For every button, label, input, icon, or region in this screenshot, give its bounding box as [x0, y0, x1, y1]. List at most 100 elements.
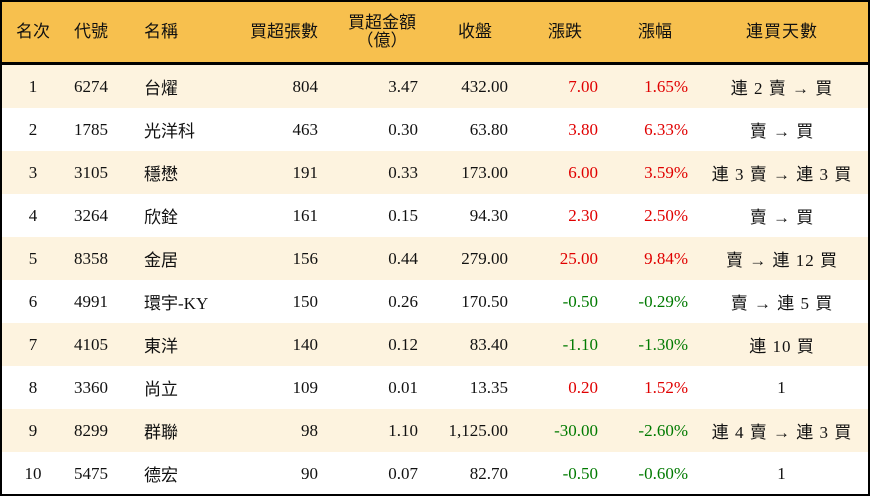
rank-cell: 3: [28, 162, 38, 182]
lots-cell: 109: [292, 377, 319, 397]
name-cell: 光洋科: [144, 122, 195, 141]
lots-cell: 140: [292, 334, 319, 354]
code-cell: 8299: [74, 420, 108, 440]
consecutive-days-cell: 連 4 賣 → 連 3 買: [711, 423, 853, 442]
amount-cell: 0.44: [388, 248, 418, 268]
change-pct-cell: -1.30%: [638, 334, 688, 354]
table-row: 6 4991 環宇-KY 150 0.26 170.50 -0.50 -0.29…: [2, 280, 868, 323]
code-cell: 8358: [74, 248, 108, 268]
change-cell: -1.10: [562, 334, 598, 354]
close-cell: 432.00: [461, 76, 508, 96]
change-pct-cell: 6.33%: [644, 119, 688, 139]
change-pct-cell: 1.65%: [644, 76, 688, 96]
name-cell: 穩懋: [144, 165, 178, 184]
header-change-pct: 漲幅: [638, 22, 672, 41]
rank-cell: 4: [28, 205, 38, 225]
header-net-buy-lots: 買超張數: [250, 22, 318, 41]
code-cell: 4991: [74, 291, 108, 311]
table-row: 9 8299 群聯 98 1.10 1,125.00 -30.00 -2.60%…: [2, 409, 868, 452]
amount-cell: 3.47: [388, 76, 418, 96]
change-pct-cell: -0.29%: [638, 291, 688, 311]
code-cell: 6274: [74, 76, 108, 96]
amount-cell: 0.12: [388, 334, 418, 354]
table-row: 10 5475 德宏 90 0.07 82.70 -0.50 -0.60% 1: [2, 452, 868, 495]
consecutive-days-cell: 連 3 賣 → 連 3 買: [711, 165, 853, 184]
rank-cell: 2: [28, 119, 38, 139]
change-pct-cell: 2.50%: [644, 205, 688, 225]
name-cell: 台燿: [144, 79, 178, 98]
lots-cell: 98: [301, 420, 318, 440]
header-name: 名稱: [144, 22, 178, 41]
change-pct-cell: 9.84%: [644, 248, 688, 268]
name-cell: 東洋: [144, 337, 178, 356]
amount-cell: 0.07: [388, 463, 418, 483]
code-cell: 3360: [74, 377, 108, 397]
lots-cell: 463: [292, 119, 319, 139]
close-cell: 63.80: [469, 119, 508, 139]
consecutive-days-cell: 賣 → 連 12 買: [726, 251, 838, 270]
amount-cell: 0.33: [388, 162, 418, 182]
change-pct-cell: 1.52%: [644, 377, 688, 397]
lots-cell: 90: [301, 463, 318, 483]
code-cell: 5475: [74, 463, 108, 483]
header-rank: 名次: [16, 22, 50, 41]
header-change: 漲跌: [548, 22, 582, 41]
name-cell: 金居: [144, 251, 178, 270]
table-row: 5 8358 金居 156 0.44 279.00 25.00 9.84% 賣 …: [2, 237, 868, 280]
name-cell: 尚立: [144, 380, 178, 399]
change-cell: 2.30: [568, 205, 598, 225]
close-cell: 94.30: [469, 205, 508, 225]
code-cell: 3264: [74, 205, 108, 225]
header-net-buy-amount: 買超金額 （億）: [342, 2, 422, 62]
lots-cell: 191: [292, 162, 319, 182]
change-pct-cell: -0.60%: [638, 463, 688, 483]
amount-cell: 0.30: [388, 119, 418, 139]
amount-cell: 1.10: [388, 420, 418, 440]
table-row: 8 3360 尚立 109 0.01 13.35 0.20 1.52% 1: [2, 366, 868, 409]
rank-cell: 6: [28, 291, 38, 311]
close-cell: 1,125.00: [448, 420, 509, 440]
table-row: 3 3105 穩懋 191 0.33 173.00 6.00 3.59% 連 3…: [2, 151, 868, 194]
change-cell: -0.50: [562, 463, 598, 483]
close-cell: 83.40: [469, 334, 508, 354]
rank-cell: 9: [28, 420, 38, 440]
consecutive-days-cell: 賣 → 買: [749, 208, 815, 227]
close-cell: 173.00: [461, 162, 508, 182]
close-cell: 82.70: [469, 463, 508, 483]
header-code: 代號: [74, 22, 108, 41]
table-row: 1 6274 台燿 804 3.47 432.00 7.00 1.65% 連 2…: [2, 65, 868, 108]
name-cell: 環宇-KY: [144, 294, 209, 313]
header-close: 收盤: [458, 22, 492, 41]
change-cell: 0.20: [568, 377, 598, 397]
consecutive-days-cell: 1: [777, 463, 787, 483]
header-net-buy-amount-line2: （億）: [356, 31, 408, 50]
lots-cell: 150: [292, 291, 319, 311]
change-cell: 6.00: [568, 162, 598, 182]
change-cell: -30.00: [554, 420, 598, 440]
change-pct-cell: 3.59%: [644, 162, 688, 182]
name-cell: 欣銓: [144, 208, 178, 227]
amount-cell: 0.01: [388, 377, 418, 397]
table-header: 名次 代號 名稱 買超張數 買超金額 （億） 收盤 漲跌 漲幅 連買天數: [2, 2, 868, 65]
consecutive-days-cell: 賣 → 連 5 買: [730, 294, 834, 313]
table-row: 7 4105 東洋 140 0.12 83.40 -1.10 -1.30% 連 …: [2, 323, 868, 366]
rank-cell: 7: [28, 334, 38, 354]
close-cell: 13.35: [469, 377, 508, 397]
amount-cell: 0.15: [388, 205, 418, 225]
header-net-buy-amount-line1: 買超金額: [348, 13, 416, 32]
code-cell: 4105: [74, 334, 108, 354]
header-consecutive-days: 連買天數: [746, 22, 818, 41]
rank-cell: 1: [28, 76, 38, 96]
consecutive-days-cell: 1: [777, 377, 787, 397]
lots-cell: 156: [292, 248, 319, 268]
close-cell: 170.50: [461, 291, 508, 311]
rank-cell: 5: [28, 248, 38, 268]
amount-cell: 0.26: [388, 291, 418, 311]
consecutive-days-cell: 連 2 賣 → 買: [730, 79, 834, 98]
change-cell: 25.00: [559, 248, 598, 268]
consecutive-days-cell: 連 10 買: [749, 337, 815, 356]
rank-cell: 10: [24, 463, 42, 483]
change-cell: -0.50: [562, 291, 598, 311]
table-row: 2 1785 光洋科 463 0.30 63.80 3.80 6.33% 賣 →…: [2, 108, 868, 151]
